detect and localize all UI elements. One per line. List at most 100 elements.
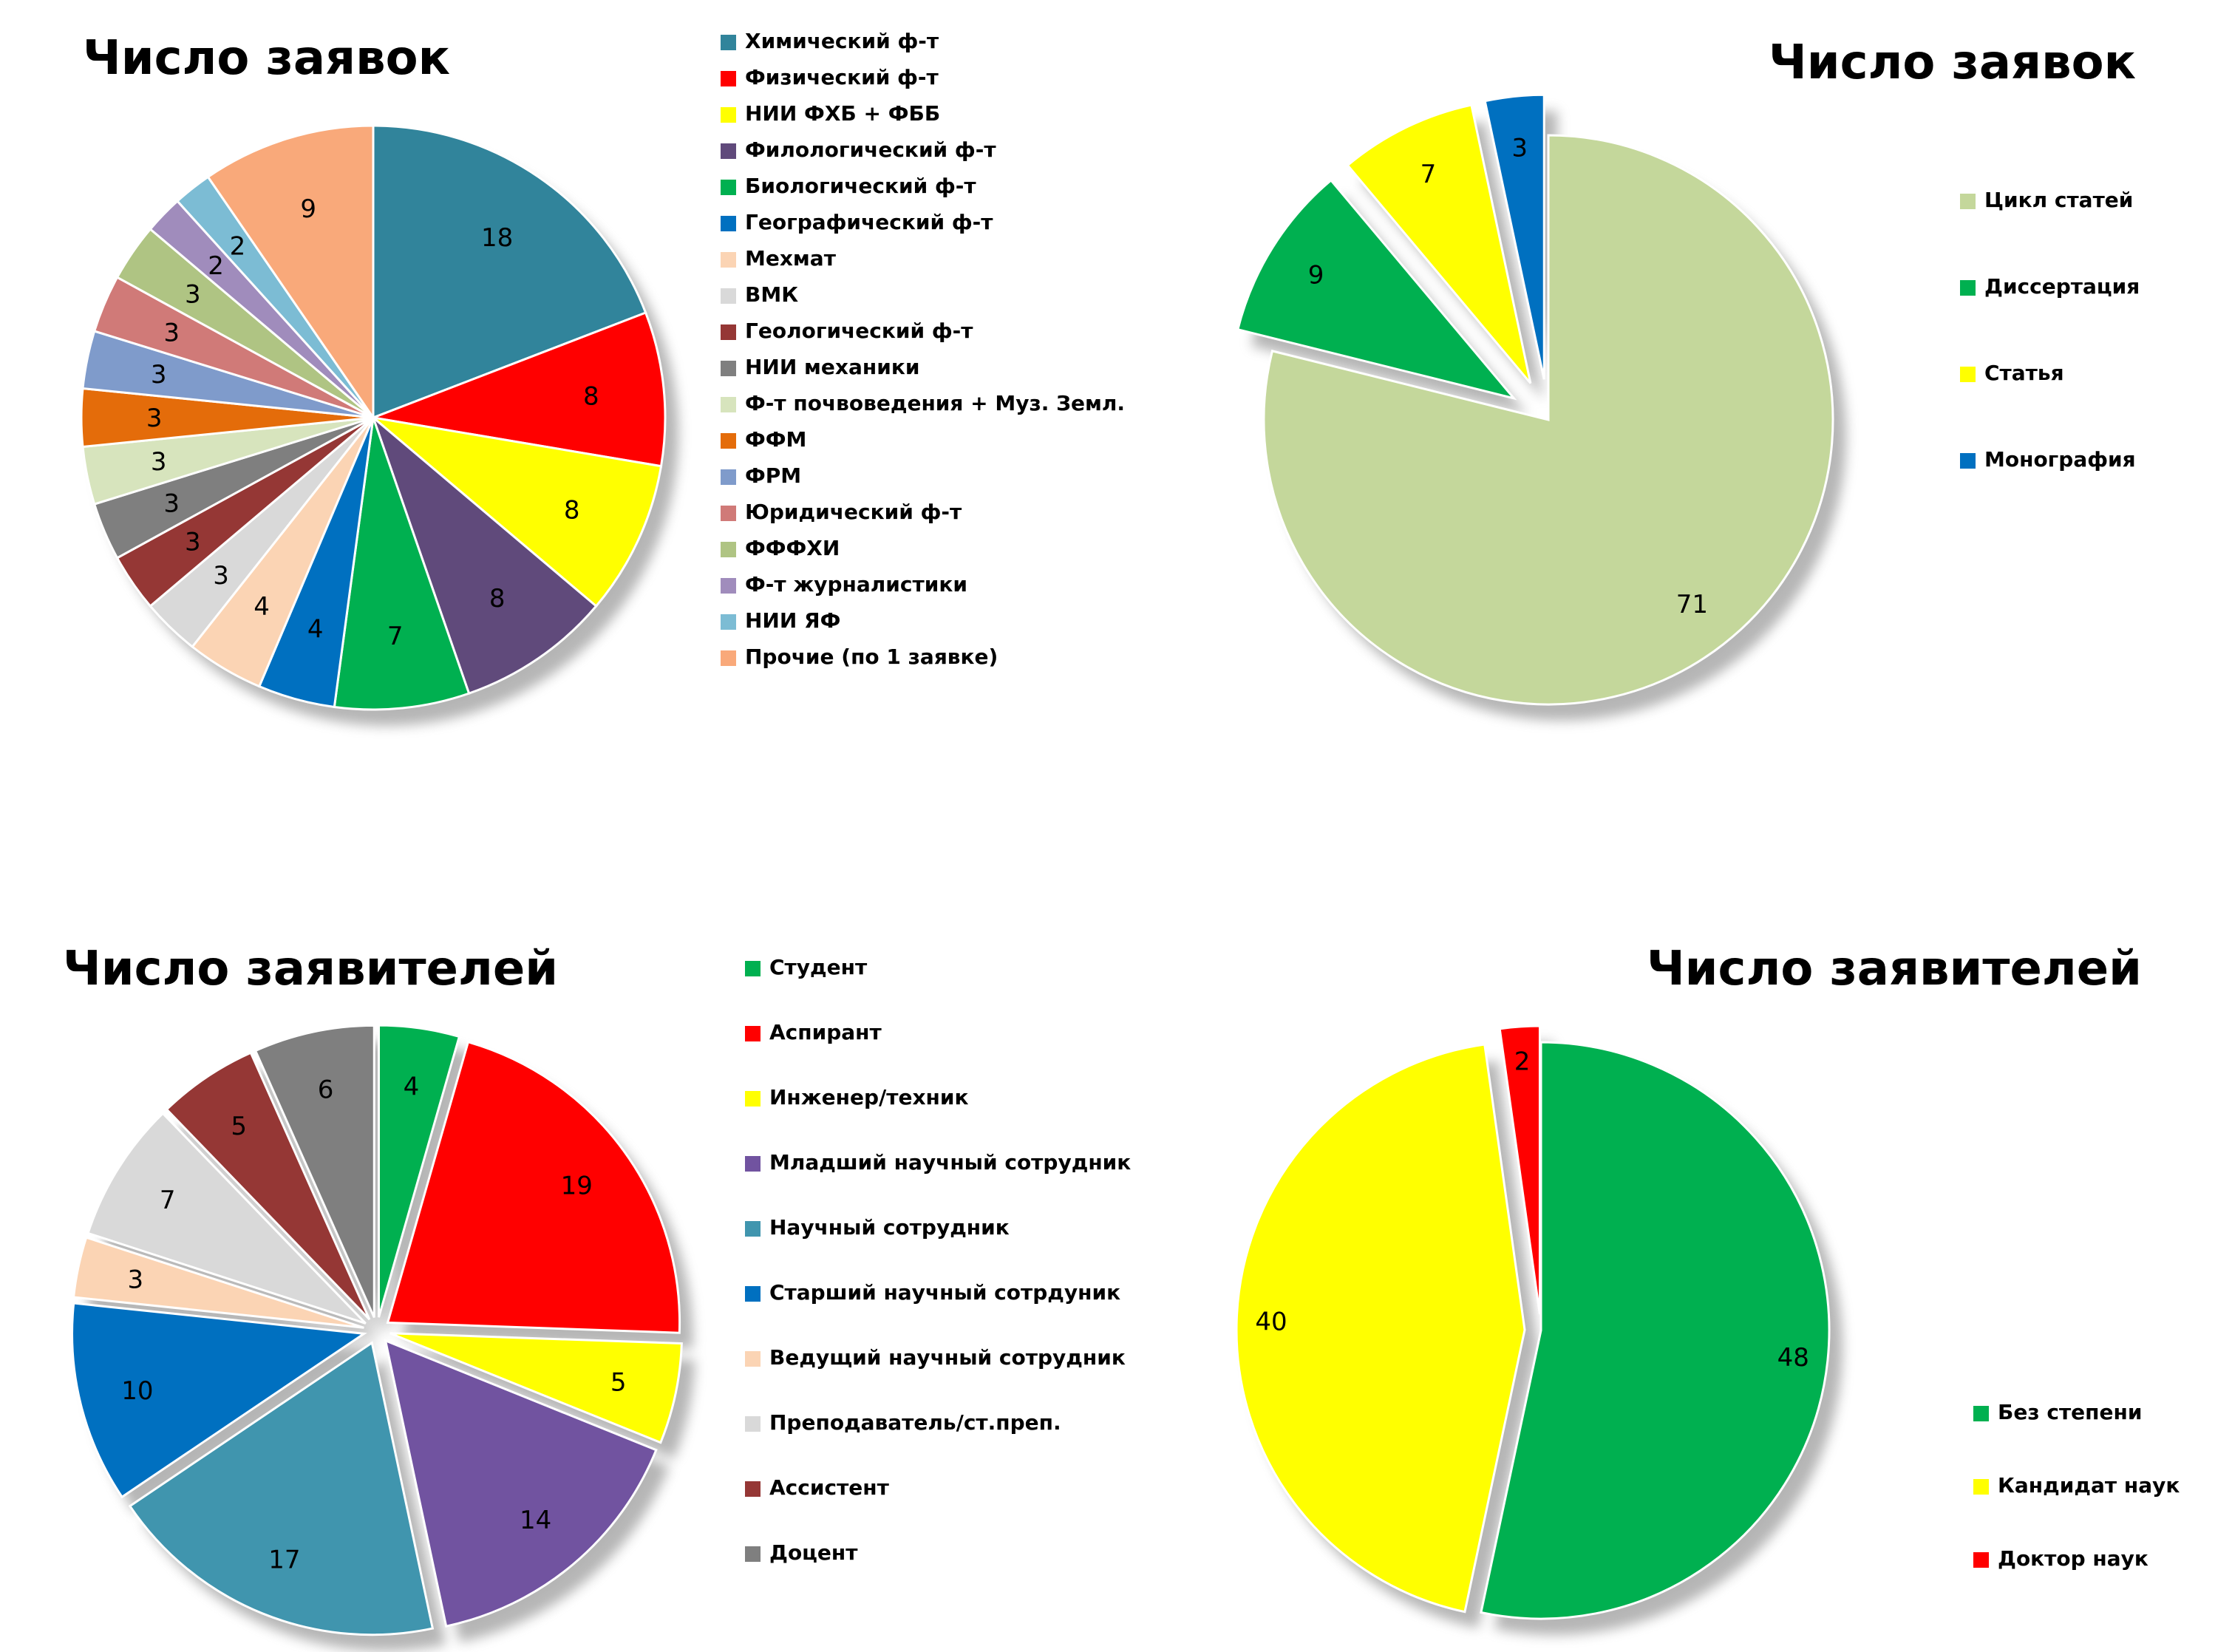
legend-label: Младший научный сотрудник	[769, 1150, 1131, 1175]
legend-swatch	[721, 288, 736, 304]
legend-swatch	[721, 614, 736, 630]
pie-slice	[1346, 103, 1532, 384]
legend-label: Научный сотрудник	[769, 1215, 1010, 1240]
legend-label: Кандидат наук	[1998, 1473, 2180, 1498]
legend-label: Преподаватель/ст.преп.	[769, 1410, 1061, 1435]
slice-value-label: 9	[300, 194, 316, 224]
pie-slice	[369, 311, 667, 468]
legend: Без степени Кандидат наук Доктор наук	[1973, 1400, 2180, 1571]
pie-slice	[254, 1024, 375, 1319]
slice-value-label: 3	[185, 279, 201, 309]
legend-label: Физический ф-т	[745, 65, 939, 89]
legend-label: Цикл статей	[1984, 188, 2133, 212]
legend-label: Ассистент	[769, 1475, 890, 1500]
legend-label: Филологический ф-т	[745, 137, 996, 162]
slice-value-label: 3	[213, 561, 229, 591]
slice-value-label: 4	[404, 1072, 420, 1101]
legend-label: ФРМ	[745, 463, 801, 488]
pie-chart-1: Число заявок1888874433333333229Химически…	[80, 29, 1125, 726]
pie-slice	[72, 1236, 364, 1329]
slice-value-label: 3	[185, 528, 201, 557]
legend-swatch	[721, 143, 736, 159]
legend-swatch	[1960, 280, 1976, 296]
legend: Химический ф-т Физический ф-т НИИ ФХБ + ФБ…	[721, 29, 1125, 669]
pie-slice	[389, 1332, 683, 1444]
pie-slice	[378, 1024, 461, 1318]
legend: Цикл статей Диссертация Статья Монография	[1960, 188, 2140, 472]
legend-label: Старший научный сотрдуник	[769, 1280, 1120, 1305]
legend-swatch	[721, 506, 736, 521]
legend-swatch	[745, 1091, 761, 1107]
legend-swatch	[721, 397, 736, 412]
pie-slice	[1236, 178, 1517, 401]
slice-value-label: 8	[489, 584, 506, 613]
chart-title: Число заявителей	[1647, 942, 2142, 996]
legend-swatch	[745, 1221, 761, 1237]
legend-swatch	[745, 961, 761, 976]
legend-label: Ведущий научный сотрудник	[769, 1345, 1126, 1370]
pie-chart-3: Число заявителей 4 19 5 14 17 10 3 7 5 6 Студент Асп…	[63, 942, 1131, 1651]
slice-value-label: 3	[127, 1265, 143, 1295]
slice-value-label: 7	[387, 622, 404, 651]
legend-label: Географический ф-т	[745, 210, 993, 234]
pie-slice	[1262, 134, 1834, 706]
legend-swatch	[721, 433, 736, 449]
pie-slice	[206, 124, 375, 421]
pie-slice	[86, 1112, 367, 1325]
slice-value-label: 3	[151, 447, 167, 477]
slice-value-label: 4	[307, 615, 324, 645]
slice-value-label: 2	[208, 251, 224, 281]
pie-chart-2: Число заявок 71 9 7 3 Цикл статей Диссертация С…	[1236, 35, 2140, 721]
legend-label: ВМК	[745, 282, 798, 307]
legend-label: Доктор наук	[1998, 1546, 2148, 1571]
legend-swatch	[1973, 1406, 1989, 1421]
legend-label: Студент	[769, 955, 868, 979]
legend-swatch	[721, 252, 736, 268]
pie-slice	[1498, 1024, 1541, 1315]
slice-value-label: 5	[610, 1367, 627, 1397]
legend-label: Ф-т почвоведения + Муз. Земл.	[745, 391, 1125, 415]
legend-label: Химический ф-т	[745, 29, 939, 53]
legend-label: Ф-т журналистики	[745, 572, 967, 596]
legend-label: Биологический ф-т	[745, 174, 976, 198]
pie-slice	[372, 124, 647, 420]
slice-value-label: 48	[1777, 1343, 1809, 1373]
legend-swatch	[721, 578, 736, 594]
chart-title: Число заявок	[1769, 35, 2136, 90]
slice-value-label: 18	[481, 223, 513, 253]
slice-value-label: 3	[151, 360, 167, 390]
legend-label: Аспирант	[769, 1020, 882, 1044]
legend-swatch	[1960, 367, 1976, 382]
slice-value-label: 3	[163, 489, 180, 519]
legend-swatch	[721, 650, 736, 666]
legend-label: Мехмат	[745, 246, 837, 271]
legend: Студент Аспирант Инженер/техник Младший нау…	[745, 955, 1131, 1565]
slice-value-label: 9	[1308, 261, 1324, 290]
legend-label: Инженер/техник	[769, 1085, 969, 1109]
slice-value-label: 10	[121, 1376, 153, 1406]
legend-swatch	[721, 216, 736, 231]
legend-swatch	[1960, 194, 1976, 209]
pie-slice	[1480, 1041, 1831, 1620]
slice-value-label: 6	[318, 1075, 334, 1104]
legend-swatch	[721, 180, 736, 195]
legend-label: Монография	[1984, 447, 2136, 472]
legend-swatch	[721, 361, 736, 376]
legend-label: Без степени	[1998, 1400, 2142, 1424]
legend-swatch	[721, 107, 736, 123]
pie-slice	[333, 417, 471, 711]
legend-label: ФФМ	[745, 427, 806, 452]
legend-label: Геологический ф-т	[745, 319, 973, 343]
legend-swatch	[745, 1156, 761, 1172]
slice-value-label: 4	[254, 592, 270, 622]
legend-swatch	[745, 1546, 761, 1562]
legend-label: НИИ ФХБ + ФББ	[745, 101, 940, 126]
pie-slice	[1483, 93, 1545, 380]
slice-value-label: 5	[231, 1112, 247, 1141]
legend-swatch	[721, 469, 736, 485]
pie-slice	[369, 415, 663, 608]
pie-chart-4: Число заявителей 48 40 2 Без степени Кандидат…	[1235, 942, 2180, 1635]
slice-value-label: 14	[520, 1506, 551, 1535]
slice-value-label: 40	[1255, 1307, 1287, 1336]
